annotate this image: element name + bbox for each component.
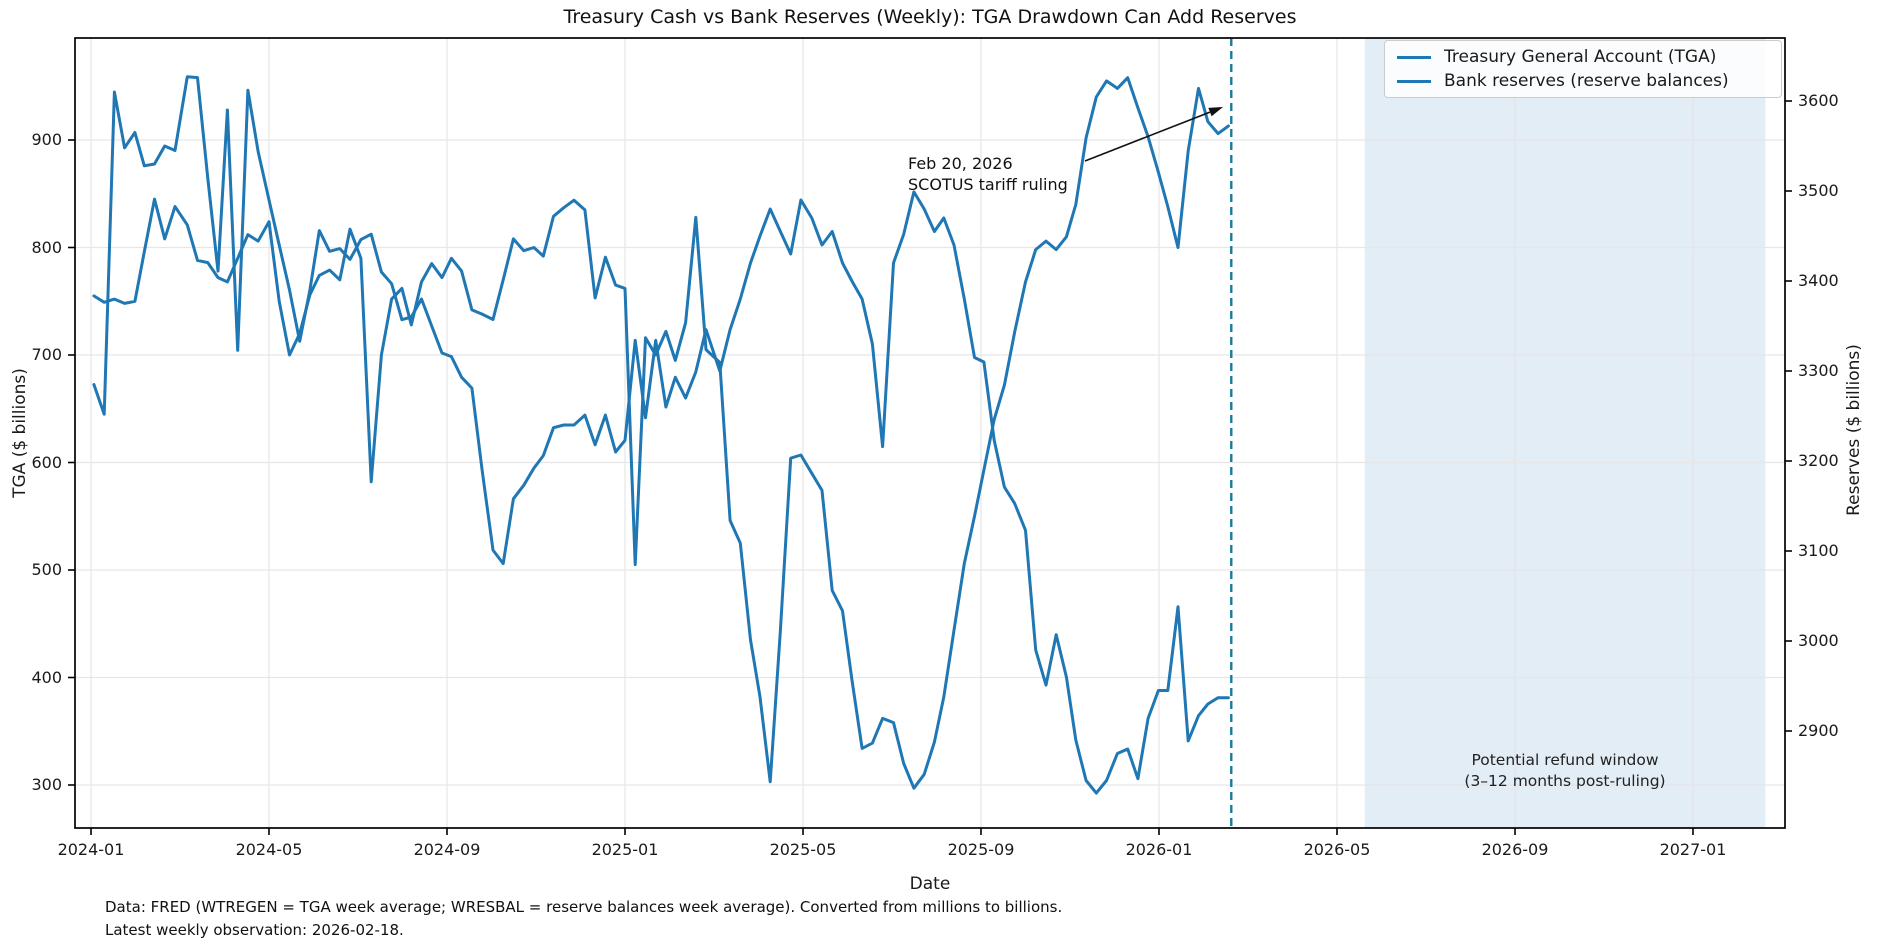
- reserves-series-line: [92, 75, 1230, 795]
- y-right-tick-label: 3200: [1798, 451, 1839, 470]
- legend-line-swatch-tga: [1397, 55, 1431, 59]
- y-left-tick-label: 900: [31, 130, 62, 149]
- event-annotation-text: SCOTUS tariff ruling: [908, 175, 1068, 194]
- y-right-tick-label: 3500: [1798, 181, 1839, 200]
- y-left-axis-label: TGA ($ billions): [10, 368, 30, 498]
- legend-line-swatch-reserves: [1397, 79, 1431, 83]
- axes-frame: [74, 37, 1786, 829]
- tga-series-line: [92, 76, 1230, 790]
- x-tick-label: 2026-05: [1303, 840, 1371, 859]
- event-annotation-date: Feb 20, 2026: [908, 154, 1013, 173]
- legend-label-tga: Treasury General Account (TGA): [1444, 47, 1717, 67]
- refund-band-label-line1: Potential refund window: [1471, 751, 1659, 769]
- x-tick-label: 2024-01: [57, 840, 125, 859]
- y-right-tick-label: 3400: [1798, 271, 1839, 290]
- source-note-line2: Latest weekly observation: 2026-02-18.: [105, 921, 404, 939]
- source-note-line1: Data: FRED (WTREGEN = TGA week average; …: [105, 898, 1063, 916]
- x-tick-label: 2024-05: [235, 840, 303, 859]
- y-left-tick-label: 400: [31, 667, 62, 687]
- x-tick-label: 2026-01: [1125, 840, 1193, 859]
- y-right-tick-label: 3100: [1798, 541, 1839, 560]
- refund-window-band: [1364, 38, 1766, 828]
- x-tick-label: 2026-09: [1481, 840, 1549, 859]
- chart-title: Treasury Cash vs Bank Reserves (Weekly):…: [563, 6, 1297, 28]
- x-tick-label: 2025-05: [769, 840, 837, 859]
- annotation-arrow-head: [1208, 107, 1223, 117]
- legend-item-reserves: Bank reserves (reserve balances): [1385, 71, 1781, 91]
- y-right-tick-label: 3300: [1798, 361, 1839, 380]
- refund-band-label-line2: (3–12 months post-ruling): [1464, 772, 1666, 790]
- y-left-tick-label: 800: [31, 237, 62, 257]
- y-right-tick-label: 3000: [1798, 631, 1839, 650]
- y-left-tick-label: 500: [31, 560, 62, 579]
- legend-item-tga: Treasury General Account (TGA): [1385, 47, 1781, 67]
- y-right-tick-label: 3600: [1798, 91, 1839, 110]
- legend-label-reserves: Bank reserves (reserve balances): [1444, 71, 1729, 91]
- refund-band-label: Potential refund window (3–12 months pos…: [1415, 750, 1715, 792]
- source-note: Data: FRED (WTREGEN = TGA week average; …: [105, 896, 1062, 940]
- event-annotation: Feb 20, 2026 SCOTUS tariff ruling: [908, 153, 1068, 195]
- x-tick-label: 2025-01: [591, 840, 659, 859]
- y-left-tick-label: 300: [31, 775, 62, 794]
- y-left-tick-label: 700: [31, 345, 62, 364]
- x-axis-label: Date: [909, 874, 951, 894]
- annotation-arrow-shaft: [1084, 111, 1211, 162]
- x-tick-label: 2025-09: [947, 840, 1015, 859]
- x-tick-label: 2027-01: [1659, 840, 1727, 859]
- y-left-tick-label: 600: [31, 452, 62, 472]
- x-tick-label: 2024-09: [413, 840, 481, 859]
- y-right-tick-label: 2900: [1798, 721, 1839, 740]
- legend: Treasury General Account (TGA) Bank rese…: [1384, 40, 1782, 98]
